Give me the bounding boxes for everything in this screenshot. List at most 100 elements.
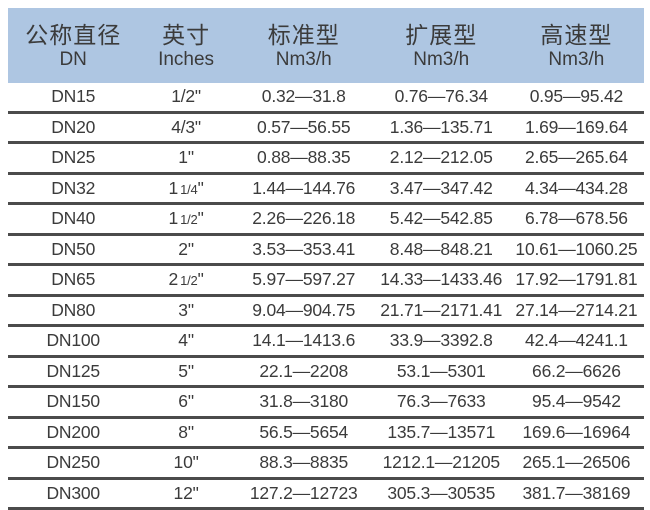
high_speed-cell: 381.7—38169 — [522, 482, 631, 503]
column-subtitle: DN — [59, 48, 87, 70]
standard-cell: 22.1—2208 — [259, 360, 349, 381]
table-row: DN150 6" 31.8—3180 76.3—7633 95.4—9542 — [8, 388, 644, 419]
standard-cell: 5.97—597.27 — [252, 269, 356, 290]
table-row: DN32 1 1/4" 1.44—144.76 3.47—347.42 4.34—434.… — [8, 175, 644, 205]
high_speed-cell: 10.61—1060.25 — [515, 238, 638, 259]
inches-cell: 2 1/2" — [168, 269, 204, 290]
extended-cell: 3.47—347.42 — [389, 177, 493, 198]
column-subtitle: Inches — [158, 48, 215, 70]
high_speed-cell: 4.34—434.28 — [524, 177, 628, 198]
table-row: DN40 1 1/2" 2.26—226.18 5.42—542.85 6.78—678.… — [8, 205, 644, 236]
inches-cell: 1 1/4" — [168, 177, 204, 198]
inches-cell: 4/3" — [171, 116, 201, 137]
high_speed-cell: 2.65—265.64 — [524, 147, 628, 168]
dn-cell: DN50 — [51, 238, 96, 259]
high_speed-cell: 95.4—9542 — [532, 391, 621, 412]
column-subtitle: Nm3/h — [275, 48, 332, 70]
dn-cell: DN200 — [46, 421, 100, 442]
standard-cell: 0.88—88.35 — [257, 147, 351, 168]
column-header: 公称直径 DN — [8, 20, 138, 70]
inches-cell: 1/2" — [171, 86, 201, 107]
table-body: DN15 1/2" 0.32—31.8 0.76—76.34 0.95—95.42 DN2… — [8, 83, 644, 510]
table-row: DN250 10" 88.3—8835 1212.1—21205 265.1—26506 — [8, 449, 644, 480]
table-row: DN125 5" 22.1—2208 53.1—5301 66.2—6626 — [8, 358, 644, 388]
dn-cell: DN32 — [51, 177, 96, 198]
extended-cell: 14.33—1433.46 — [380, 269, 503, 290]
inches-cell: 5" — [178, 360, 194, 381]
inches-cell: 12" — [173, 482, 199, 503]
dn-cell: DN65 — [51, 269, 96, 290]
extended-cell: 305.3—30535 — [387, 482, 496, 503]
high_speed-cell: 17.92—1791.81 — [515, 269, 638, 290]
table-row: DN300 12" 127.2—12723 305.3—30535 381.7—3816… — [8, 480, 644, 510]
table-row: DN15 1/2" 0.32—31.8 0.76—76.34 0.95—95.42 — [8, 83, 644, 114]
column-subtitle: Nm3/h — [548, 48, 605, 70]
table-header-row: 公称直径 DN 英寸 Inches 标准型 Nm3/h 扩展型 Nm3/h 高速型 Nm3/h — [8, 8, 644, 83]
dn-cell: DN25 — [51, 147, 96, 168]
high_speed-cell: 265.1—26506 — [522, 452, 631, 473]
standard-cell: 9.04—904.75 — [252, 299, 356, 320]
standard-cell: 88.3—8835 — [259, 452, 349, 473]
table-row: DN25 1" 0.88—88.35 2.12—212.05 2.65—265.64 — [8, 144, 644, 175]
column-header: 标准型 Nm3/h — [234, 20, 374, 70]
extended-cell: 135.7—13571 — [387, 421, 496, 442]
extended-cell: 2.12—212.05 — [389, 147, 493, 168]
dn-cell: DN125 — [46, 360, 100, 381]
inches-cell: 8" — [178, 421, 194, 442]
column-title: 英寸 — [162, 22, 211, 49]
table-row: DN65 2 1/2" 5.97—597.27 14.33—1433.46 17.92—1… — [8, 266, 644, 297]
high_speed-cell: 1.69—169.64 — [524, 116, 628, 137]
table-row: DN200 8" 56.5—5654 135.7—13571 169.6—16964 — [8, 419, 644, 449]
standard-cell: 56.5—5654 — [259, 421, 349, 442]
inches-cell: 10" — [173, 452, 199, 473]
dn-cell: DN250 — [46, 452, 100, 473]
extended-cell: 5.42—542.85 — [389, 208, 493, 229]
standard-cell: 3.53—353.41 — [252, 238, 356, 259]
column-title: 高速型 — [540, 22, 613, 49]
table-row: DN100 4" 14.1—1413.6 33.9—3392.8 42.4—4241.1 — [8, 327, 644, 358]
column-header: 高速型 Nm3/h — [509, 20, 644, 70]
high_speed-cell: 6.78—678.56 — [524, 208, 628, 229]
standard-cell: 1.44—144.76 — [252, 177, 356, 198]
table-row: DN80 3" 9.04—904.75 21.71—2171.41 27.14—2714… — [8, 297, 644, 327]
standard-cell: 31.8—3180 — [259, 391, 349, 412]
inches-cell: 1 1/2" — [168, 208, 204, 229]
inches-cell: 6" — [178, 391, 194, 412]
extended-cell: 8.48—848.21 — [389, 238, 493, 259]
high_speed-cell: 42.4—4241.1 — [524, 330, 628, 351]
standard-cell: 2.26—226.18 — [252, 208, 356, 229]
dn-cell: DN40 — [51, 208, 96, 229]
extended-cell: 1.36—135.71 — [389, 116, 493, 137]
standard-cell: 0.57—56.55 — [257, 116, 351, 137]
table-row: DN20 4/3" 0.57—56.55 1.36—135.71 1.69—169.64 — [8, 114, 644, 144]
column-title: 公称直径 — [25, 22, 122, 49]
high_speed-cell: 0.95—95.42 — [529, 86, 624, 107]
high_speed-cell: 66.2—6626 — [532, 360, 621, 381]
column-header: 扩展型 Nm3/h — [374, 20, 509, 70]
table-row: DN50 2" 3.53—353.41 8.48—848.21 10.61—1060.2… — [8, 236, 644, 266]
extended-cell: 53.1—5301 — [396, 360, 486, 381]
high_speed-cell: 169.6—16964 — [522, 421, 631, 442]
extended-cell: 33.9—3392.8 — [389, 330, 493, 351]
dn-cell: DN80 — [51, 299, 96, 320]
high_speed-cell: 27.14—2714.21 — [515, 299, 638, 320]
extended-cell: 0.76—76.34 — [394, 86, 489, 107]
column-title: 标准型 — [267, 22, 340, 49]
extended-cell: 76.3—7633 — [396, 391, 486, 412]
standard-cell: 14.1—1413.6 — [252, 330, 356, 351]
dn-cell: DN100 — [46, 330, 100, 351]
column-title: 扩展型 — [405, 22, 478, 49]
dn-cell: DN300 — [46, 482, 100, 503]
inches-cell: 2" — [178, 238, 194, 259]
dn-cell: DN20 — [51, 116, 96, 137]
inches-cell: 3" — [178, 299, 194, 320]
extended-cell: 1212.1—21205 — [382, 452, 500, 473]
dn-cell: DN15 — [51, 86, 96, 107]
standard-cell: 127.2—12723 — [249, 482, 358, 503]
standard-cell: 0.32—31.8 — [261, 86, 346, 107]
column-header: 英寸 Inches — [138, 20, 233, 70]
inches-cell: 1" — [178, 147, 194, 168]
dn-cell: DN150 — [46, 391, 100, 412]
inches-cell: 4" — [178, 330, 194, 351]
